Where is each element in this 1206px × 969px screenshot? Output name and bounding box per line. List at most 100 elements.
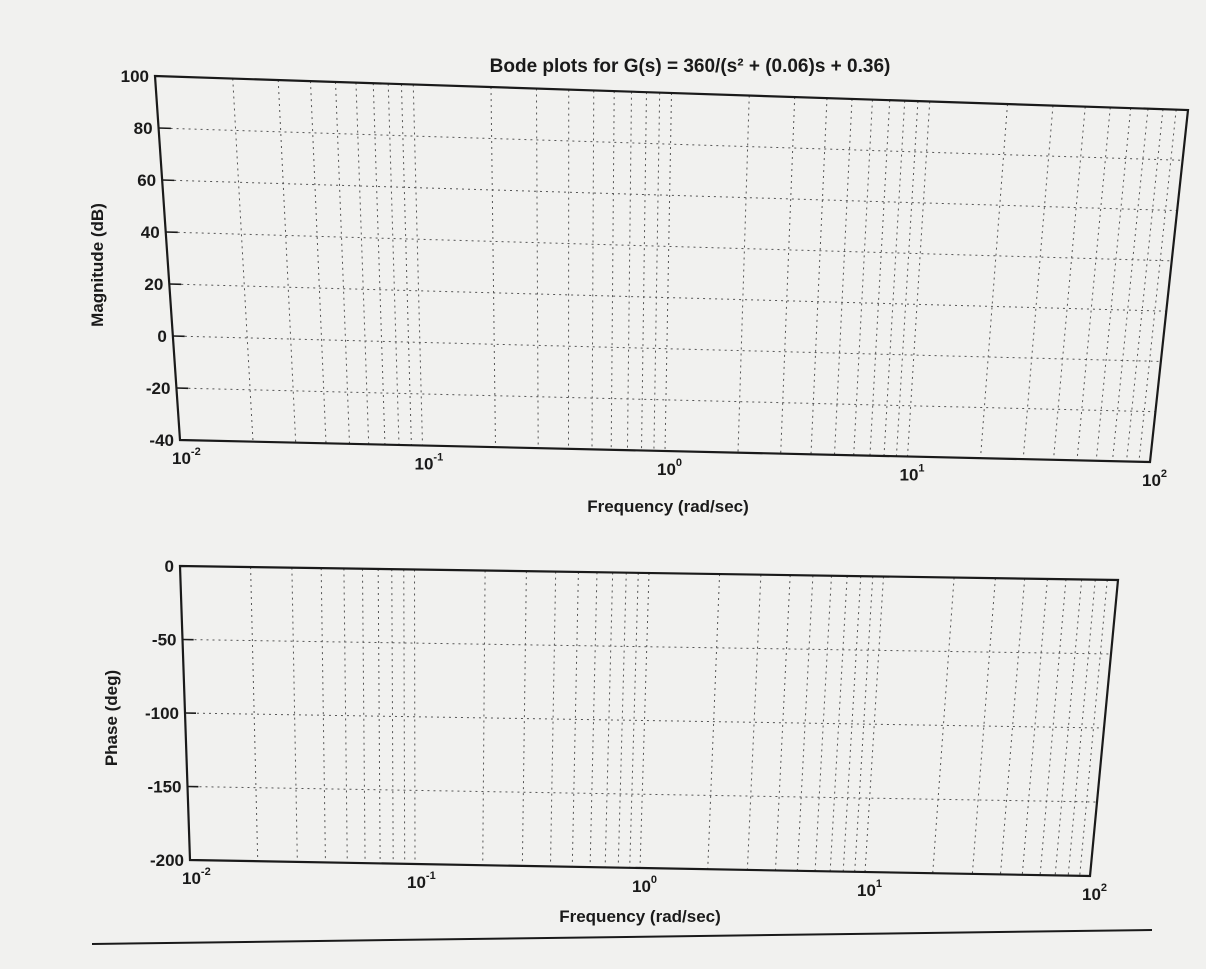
phase-x-tick-label: 10-1	[407, 870, 436, 892]
chart-title: Bode plots for G(s) = 360/(s² + (0.06)s …	[490, 56, 891, 77]
magnitude-y-tick-label: 0	[157, 327, 166, 346]
magnitude-vertical-gridline	[535, 88, 539, 449]
phase-vertical-gridline	[1054, 579, 1083, 876]
phase-horizontal-gridline	[187, 786, 1098, 803]
magnitude-vertical-gridline	[387, 83, 400, 445]
magnitude-horizontal-gridline	[172, 335, 1161, 362]
magnitude-plot-frame	[153, 74, 1190, 464]
magnitude-y-tick-label: 40	[141, 223, 160, 242]
phase-vertical-gridline	[589, 572, 598, 868]
phase-vertical-gridline	[291, 567, 298, 862]
magnitude-vertical-gridline	[737, 95, 750, 453]
phase-vertical-gridline	[842, 576, 862, 872]
magnitude-vertical-gridline	[490, 87, 496, 448]
phase-vertical-gridline	[774, 575, 791, 871]
phase-vertical-gridline	[796, 575, 814, 871]
magnitude-vertical-gridline	[1126, 109, 1164, 462]
phase-vertical-gridline	[707, 574, 721, 870]
magnitude-x-tick-label: 102	[1142, 468, 1167, 490]
magnitude-vertical-gridline	[895, 101, 919, 457]
phase-vertical-gridline	[854, 576, 874, 872]
phase-vertical-gridline	[1021, 578, 1048, 875]
magnitude-y-axis-label: Magnitude (dB)	[88, 203, 107, 327]
magnitude-vertical-gridline	[355, 82, 370, 445]
magnitude-horizontal-gridline	[176, 387, 1156, 413]
phase-vertical-gridline	[549, 571, 557, 867]
magnitude-vertical-gridline	[869, 100, 891, 456]
magnitude-vertical-gridline	[591, 90, 595, 450]
phase-vertical-gridline	[320, 568, 326, 863]
phase-vertical-gridline	[343, 568, 348, 863]
phase-vertical-gridline	[377, 568, 381, 864]
magnitude-vertical-gridline	[1053, 106, 1086, 460]
magnitude-vertical-gridline	[780, 97, 796, 454]
phase-vertical-gridline	[971, 578, 996, 874]
phase-vertical-gridline	[629, 572, 639, 868]
magnitude-horizontal-gridline	[169, 283, 1167, 312]
magnitude-vertical-gridline	[277, 80, 297, 443]
magnitude-vertical-gridline	[834, 98, 853, 455]
magnitude-x-tick-label: 101	[900, 463, 925, 485]
magnitude-horizontal-gridline	[158, 127, 1183, 161]
phase-plot-frame	[178, 564, 1120, 878]
phase-y-tick-label: 0	[165, 557, 174, 576]
magnitude-x-tick-label: 100	[657, 457, 682, 479]
phase-y-axis-label: Phase (deg)	[102, 670, 121, 766]
magnitude-vertical-gridline	[610, 91, 615, 450]
phase-vertical-gridline	[864, 576, 884, 873]
phase-vertical-gridline	[814, 575, 832, 872]
magnitude-vertical-gridline	[335, 81, 350, 444]
magnitude-vertical-gridline	[653, 92, 661, 451]
magnitude-vertical-gridline	[412, 84, 423, 446]
magnitude-y-tick-label: 100	[121, 67, 149, 86]
magnitude-vertical-gridline	[853, 99, 873, 456]
magnitude-vertical-gridline	[1076, 107, 1111, 461]
phase-y-tick-label: -150	[147, 778, 181, 797]
magnitude-vertical-gridline	[640, 92, 647, 451]
phase-vertical-gridline	[932, 577, 955, 874]
phase-y-tick-label: -100	[145, 704, 179, 723]
phase-vertical-gridline	[403, 569, 406, 864]
phase-vertical-gridline	[1079, 579, 1108, 876]
magnitude-y-tick-label: -20	[146, 379, 171, 398]
phase-vertical-gridline	[521, 571, 527, 866]
phase-x-tick-label: 100	[632, 874, 657, 896]
phase-x-tick-label: 102	[1082, 882, 1107, 904]
magnitude-y-tick-label: 60	[137, 171, 156, 190]
phase-vertical-gridline	[250, 567, 259, 862]
magnitude-horizontal-gridline	[162, 179, 1178, 212]
phase-y-tick-label: -200	[150, 851, 184, 870]
magnitude-vertical-gridline	[883, 100, 906, 456]
magnitude-vertical-gridline	[907, 101, 931, 457]
page-divider-rule	[91, 929, 1153, 945]
phase-vertical-gridline	[482, 570, 486, 866]
phase-x-axis-label: Frequency (rad/sec)	[559, 907, 721, 926]
phase-y-tick-label: -50	[152, 631, 177, 650]
magnitude-vertical-gridline	[810, 98, 828, 455]
phase-vertical-gridline	[414, 569, 416, 865]
magnitude-vertical-gridline	[1095, 108, 1132, 461]
phase-vertical-gridline	[639, 572, 650, 869]
magnitude-y-tick-label: -40	[149, 431, 174, 450]
phase-vertical-gridline	[999, 578, 1026, 875]
phase-vertical-gridline	[746, 574, 762, 870]
phase-x-tick-label: 101	[857, 878, 882, 900]
magnitude-vertical-gridline	[1022, 105, 1054, 460]
magnitude-y-tick-label: 20	[144, 275, 163, 294]
magnitude-vertical-gridline	[372, 83, 386, 445]
phase-x-tick-label: 10-2	[182, 866, 211, 888]
phase-vertical-gridline	[829, 575, 848, 872]
phase-vertical-gridline	[1039, 579, 1067, 876]
magnitude-vertical-gridline	[1111, 108, 1149, 462]
magnitude-vertical-gridline	[400, 84, 412, 446]
magnitude-vertical-gridline	[626, 91, 632, 451]
phase-vertical-gridline	[361, 568, 366, 864]
magnitude-x-tick-label: 10-2	[172, 446, 201, 468]
magnitude-y-tick-label: 80	[134, 119, 153, 138]
phase-vertical-gridline	[571, 571, 579, 867]
magnitude-x-axis-label: Frequency (rad/sec)	[587, 497, 749, 516]
magnitude-vertical-gridline	[309, 81, 327, 444]
